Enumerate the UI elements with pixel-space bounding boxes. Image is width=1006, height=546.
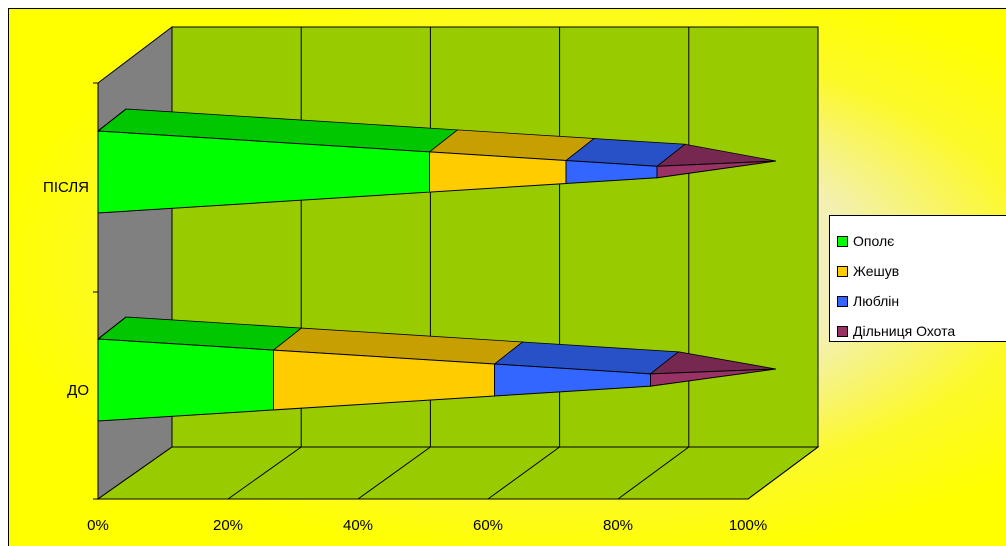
bar-left-edge-top: [97, 316, 127, 340]
legend-swatch: [837, 325, 848, 337]
bar-segment: [650, 368, 777, 387]
legend-swatch: [837, 265, 848, 277]
floor: [96, 446, 820, 500]
legend-item: Дільниця Охота: [837, 316, 1006, 346]
x-tick-label: 80%: [603, 517, 633, 534]
x-tick-label: 60%: [473, 517, 503, 534]
legend-label: Жешув: [853, 263, 900, 279]
gridline-floor: [227, 446, 302, 500]
x-tick-label: 20%: [213, 517, 243, 534]
y-tick-label: ДО: [67, 382, 89, 399]
legend-label: Ополє: [853, 233, 895, 249]
gridline-floor: [617, 446, 690, 500]
legend-item: Люблін: [837, 286, 1006, 316]
legend-label: Люблін: [853, 293, 900, 309]
side-wall: [97, 25, 173, 500]
gridline-floor: [357, 446, 431, 500]
x-tick-label: 0%: [87, 517, 109, 534]
y-tick-label: ПІСЛЯ: [43, 179, 89, 196]
bar-left-edge-top: [97, 108, 127, 132]
chart-legend: Ополє Жешув Люблін Дільниця Охота: [829, 215, 1006, 342]
chart-walls: [96, 25, 820, 500]
x-tick-label: 100%: [729, 517, 767, 534]
legend-swatch: [837, 235, 848, 247]
gridline-floor: [747, 446, 819, 500]
legend-swatch: [837, 295, 848, 307]
x-axis: 0% 20% 40% 60% 80% 100%: [87, 517, 767, 534]
gridline-floor: [487, 446, 560, 500]
x-tick-label: 40%: [343, 517, 373, 534]
legend-item: Ополє: [837, 226, 1006, 256]
chart-bars: [96, 108, 777, 422]
y-axis: ДО ПІСЛЯ: [43, 82, 98, 500]
legend-item: Жешув: [837, 256, 1006, 286]
legend-label: Дільниця Охота: [853, 323, 956, 339]
bar-segment: [656, 160, 777, 179]
bar-segment: [97, 338, 274, 422]
